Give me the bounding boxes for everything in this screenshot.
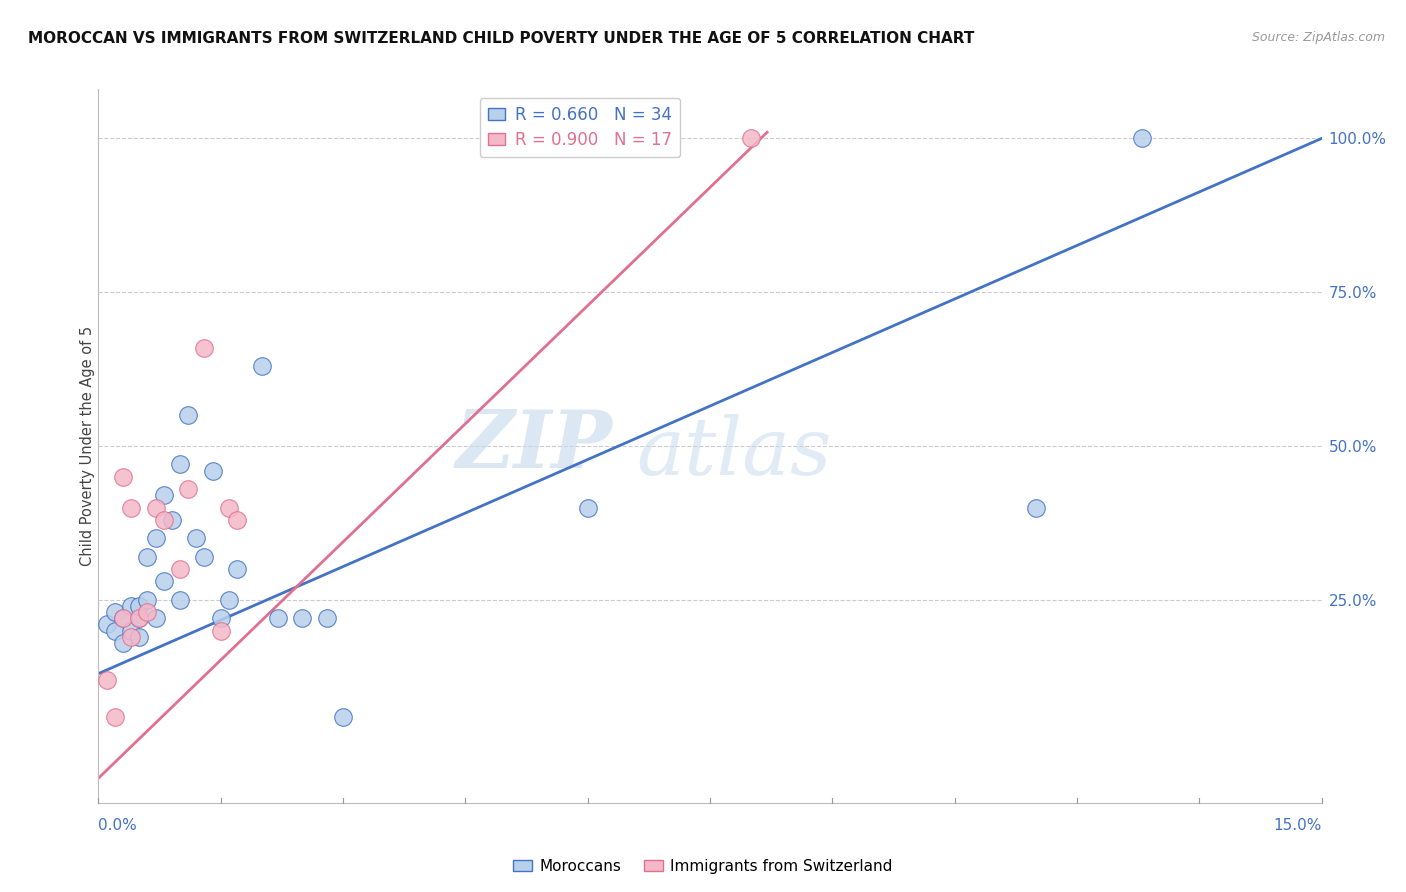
Point <box>136 605 159 619</box>
Point <box>145 611 167 625</box>
Point <box>193 341 215 355</box>
Point <box>576 500 599 515</box>
Point <box>120 500 142 515</box>
Legend: Moroccans, Immigrants from Switzerland: Moroccans, Immigrants from Switzerland <box>508 853 898 880</box>
Point <box>291 611 314 625</box>
Point <box>128 630 150 644</box>
Point <box>96 673 118 687</box>
Y-axis label: Child Poverty Under the Age of 5: Child Poverty Under the Age of 5 <box>80 326 94 566</box>
Point <box>209 624 232 638</box>
Point <box>250 359 273 373</box>
Point <box>740 131 762 145</box>
Point <box>128 611 150 625</box>
Point <box>160 513 183 527</box>
Point <box>218 500 240 515</box>
Point <box>1025 500 1047 515</box>
Point <box>96 617 118 632</box>
Point <box>104 624 127 638</box>
Point <box>226 513 249 527</box>
Point <box>169 562 191 576</box>
Text: 15.0%: 15.0% <box>1274 818 1322 833</box>
Text: MOROCCAN VS IMMIGRANTS FROM SWITZERLAND CHILD POVERTY UNDER THE AGE OF 5 CORRELA: MOROCCAN VS IMMIGRANTS FROM SWITZERLAND … <box>28 31 974 46</box>
Legend: R = 0.660   N = 34, R = 0.900   N = 17: R = 0.660 N = 34, R = 0.900 N = 17 <box>479 97 681 157</box>
Point <box>136 592 159 607</box>
Point <box>1130 131 1153 145</box>
Point <box>193 549 215 564</box>
Point <box>104 709 127 723</box>
Point <box>136 549 159 564</box>
Point <box>152 574 174 589</box>
Point <box>111 611 134 625</box>
Text: 0.0%: 0.0% <box>98 818 138 833</box>
Point <box>128 599 150 613</box>
Point <box>332 709 354 723</box>
Point <box>104 605 127 619</box>
Text: atlas: atlas <box>637 415 832 491</box>
Point <box>120 624 142 638</box>
Point <box>152 513 174 527</box>
Point <box>145 500 167 515</box>
Point <box>186 531 208 545</box>
Point <box>120 599 142 613</box>
Point <box>177 409 200 423</box>
Point <box>201 464 224 478</box>
Point <box>128 611 150 625</box>
Point <box>111 636 134 650</box>
Point <box>315 611 337 625</box>
Point <box>152 488 174 502</box>
Point <box>169 458 191 472</box>
Point <box>226 562 249 576</box>
Text: Source: ZipAtlas.com: Source: ZipAtlas.com <box>1251 31 1385 45</box>
Point <box>218 592 240 607</box>
Text: ZIP: ZIP <box>456 408 612 484</box>
Point <box>145 531 167 545</box>
Point <box>267 611 290 625</box>
Point <box>177 482 200 496</box>
Point <box>120 630 142 644</box>
Point <box>169 592 191 607</box>
Point <box>209 611 232 625</box>
Point <box>111 469 134 483</box>
Point <box>111 611 134 625</box>
